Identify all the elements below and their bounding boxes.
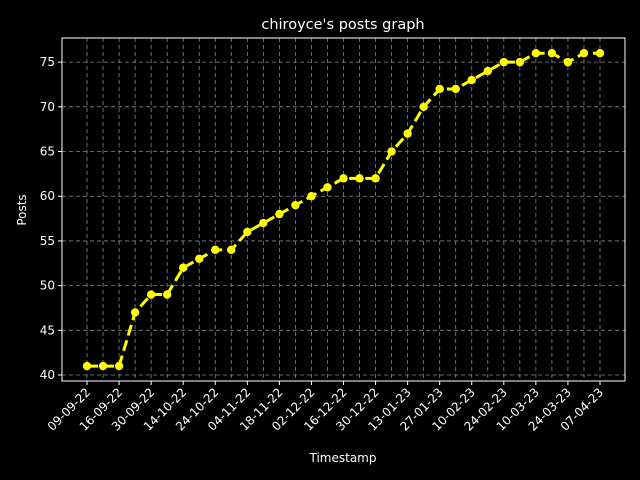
marker [275,209,284,219]
marker [114,361,124,371]
marker [146,290,156,299]
marker [243,227,252,237]
marker [563,57,573,67]
marker [547,48,557,58]
marker [82,361,92,371]
marker [483,66,492,76]
marker [211,245,220,255]
marker [291,200,300,210]
y-tick-label: 65 [40,145,55,159]
marker [259,218,268,228]
marker [435,84,444,94]
marker [387,147,396,156]
marker [579,48,589,58]
y-tick-label: 40 [40,368,55,382]
marker [451,84,460,94]
chart-title: chiroyce's posts graph [261,17,424,33]
x-axis-label: Timestamp [309,451,377,465]
marker [339,174,348,183]
marker [371,174,380,183]
marker [98,361,108,371]
marker [130,308,140,317]
marker [419,102,428,112]
marker [178,263,188,272]
y-tick-label: 75 [40,55,55,69]
marker [403,129,412,138]
marker [162,290,172,299]
marker [307,192,316,201]
marker [515,57,525,67]
marker [531,48,541,58]
y-tick-label: 60 [40,189,55,203]
marker [595,48,605,58]
y-axis-label: Posts [15,194,29,225]
marker [499,57,509,67]
marker [467,75,476,85]
y-tick-label: 50 [40,279,55,293]
y-tick-label: 55 [40,234,55,248]
marker [355,174,364,183]
marker [323,183,332,192]
y-tick-label: 70 [40,100,55,114]
marker [227,245,236,255]
marker [195,254,204,264]
y-tick-label: 45 [40,323,55,337]
